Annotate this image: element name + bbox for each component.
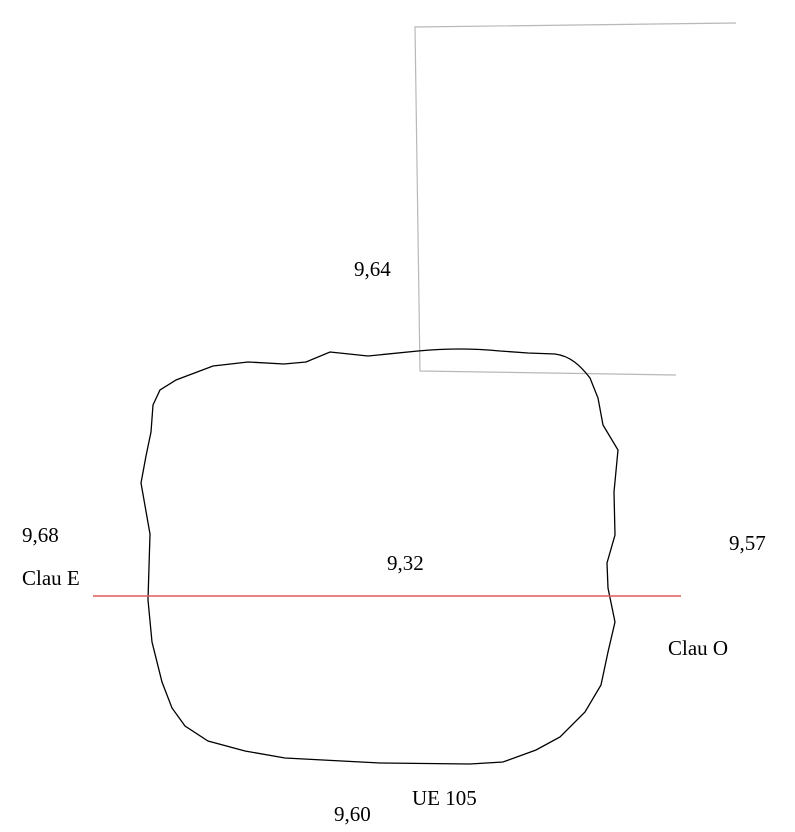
elevation-east-label: 9,57 (729, 531, 766, 555)
elevation-bottom-label: 9,60 (334, 802, 371, 826)
clau-o-label: Clau O (668, 636, 728, 660)
trench-boundary (414, 22, 737, 376)
clau-e-label: Clau E (22, 566, 80, 590)
elevation-center-label: 9,32 (387, 551, 424, 575)
elevation-top-label: 9,64 (354, 257, 391, 281)
feature-outline-ue105 (140, 348, 619, 765)
elevation-west-label: 9,68 (22, 523, 59, 547)
unit-label: UE 105 (412, 786, 477, 810)
